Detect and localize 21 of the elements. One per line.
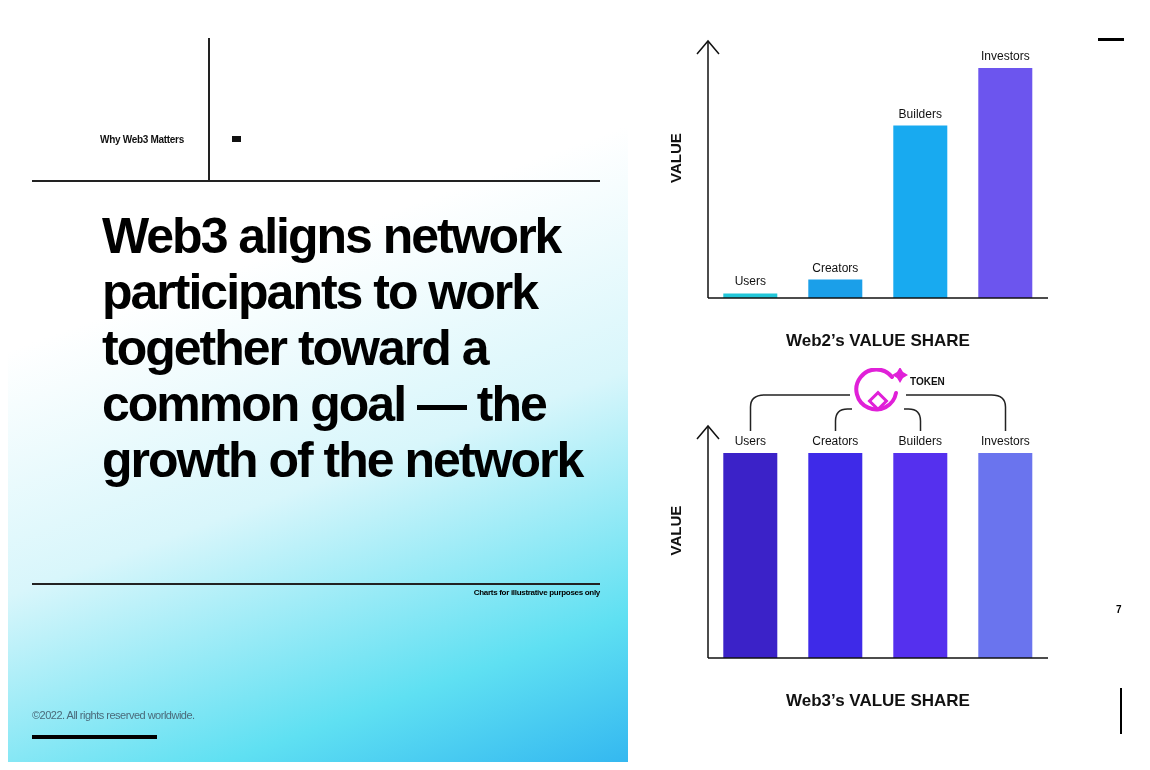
y-axis-title: VALUE: [667, 133, 685, 183]
x-tick-label: Investors: [980, 434, 1030, 448]
text: 7: [1116, 604, 1122, 615]
x-tick-label: Builders: [898, 106, 942, 121]
y-axis-title: VALUE: [667, 505, 685, 556]
text: Why Web3 Matters: [100, 134, 184, 145]
x-tick-label: Creators: [812, 260, 859, 275]
text: Web3 aligns network participants to work together toward a common goal — the growth of the network: [102, 208, 585, 488]
text: TOKEN: [910, 376, 945, 387]
text: ©2022. All rights reserved worldwide.: [32, 709, 195, 721]
x-axis-title: Web2’s VALUE SHARE: [786, 331, 970, 350]
x-tick-label: Users: [734, 274, 766, 289]
text: Charts for illustrative purposes only: [473, 588, 600, 597]
x-axis-title: Web3’s VALUE SHARE: [786, 691, 970, 710]
x-tick-label: Builders: [898, 434, 942, 448]
x-tick-label: Creators: [812, 434, 859, 448]
x-tick-label: Users: [734, 434, 766, 448]
bar: [808, 279, 863, 298]
bar: [893, 125, 948, 298]
bar: [978, 68, 1033, 298]
x-tick-label: Investors: [980, 49, 1030, 63]
